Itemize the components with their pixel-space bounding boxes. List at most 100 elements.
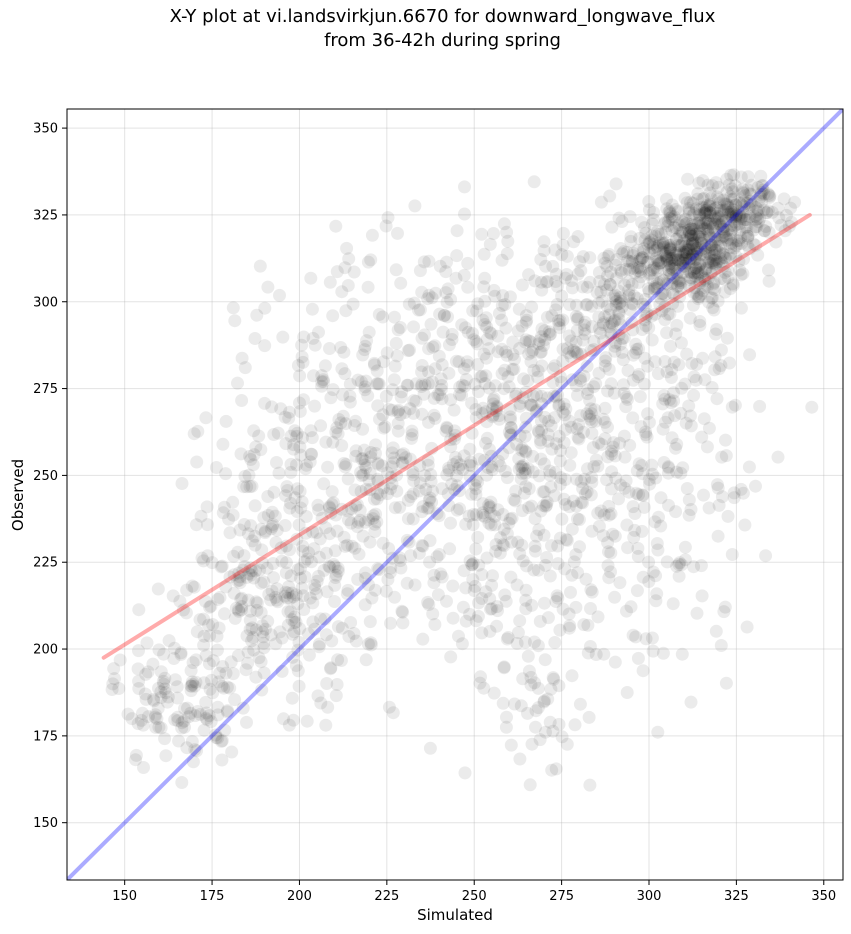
data-point [324,391,338,405]
y-tick-label: 275 [33,382,58,397]
data-point [396,616,410,630]
data-point [148,710,162,724]
data-point [279,585,293,599]
data-point [693,315,707,328]
data-point [149,720,163,734]
data-point [678,239,692,253]
grid [67,109,843,880]
data-point [707,248,721,262]
data-point [412,546,426,560]
data-point [613,436,627,450]
data-point [674,466,688,480]
data-point [682,201,696,215]
data-point [673,239,687,253]
data-point [448,432,461,446]
data-point [364,253,378,267]
data-point [723,232,737,246]
data-point [468,579,482,593]
data-point [246,631,260,644]
data-point [419,482,433,496]
data-point [497,522,511,536]
data-point [702,246,716,260]
data-point [482,381,496,395]
data-point [695,200,709,214]
data-point [605,220,619,234]
data-point [285,613,299,627]
data-point [709,253,722,267]
data-point [732,234,746,248]
data-point [344,616,358,629]
data-point [696,174,710,188]
data-point [577,618,591,632]
data-point [647,213,660,226]
data-point [443,542,457,556]
data-point [495,342,509,356]
data-point [491,454,505,468]
data-point [694,243,708,257]
data-point [671,279,685,293]
data-point [331,620,345,634]
data-point [726,203,740,217]
data-point [609,336,623,350]
data-point [296,539,310,553]
data-point [178,720,191,734]
data-point [671,248,685,262]
data-point [379,389,393,403]
data-point [609,258,623,272]
data-point [552,317,566,331]
data-point [325,485,339,499]
data-point [679,252,693,266]
data-point [367,509,380,523]
data-point [466,573,480,587]
data-point [708,209,722,223]
data-point [323,527,337,541]
data-point [634,270,648,284]
data-point [693,257,707,271]
data-point [466,518,480,532]
data-point [238,361,252,375]
data-point [486,408,500,422]
data-point [375,459,389,473]
data-point [663,204,677,218]
data-point [357,443,371,457]
data-point [305,431,319,445]
data-point [727,486,741,500]
data-point [733,196,747,210]
data-point [441,282,455,296]
data-point [584,402,598,416]
data-point [442,499,456,513]
data-point [729,208,743,222]
data-point [592,296,606,310]
data-point [678,540,692,554]
data-point [471,297,485,311]
data-point [692,267,705,280]
data-point [738,518,752,532]
data-point [425,495,439,509]
data-point [379,219,393,233]
data-point [496,538,510,552]
data-point [358,339,372,353]
data-point [303,455,317,469]
data-point [446,579,460,593]
data-point [307,542,321,556]
data-point [697,488,710,502]
data-point [174,648,188,661]
data-point [189,653,203,667]
data-point [428,362,442,376]
data-point [664,261,678,275]
x-tick-label: 150 [112,889,137,904]
data-point [407,296,421,310]
data-point [693,274,707,288]
data-point [312,503,326,517]
data-point [189,518,203,532]
data-point [235,591,249,605]
data-point [650,239,664,253]
data-point [558,473,572,486]
data-point [692,258,706,272]
data-point [501,234,515,248]
data-point [486,569,499,583]
data-point [536,485,550,499]
data-point [335,439,349,453]
data-point [291,597,305,611]
data-point [240,480,254,494]
